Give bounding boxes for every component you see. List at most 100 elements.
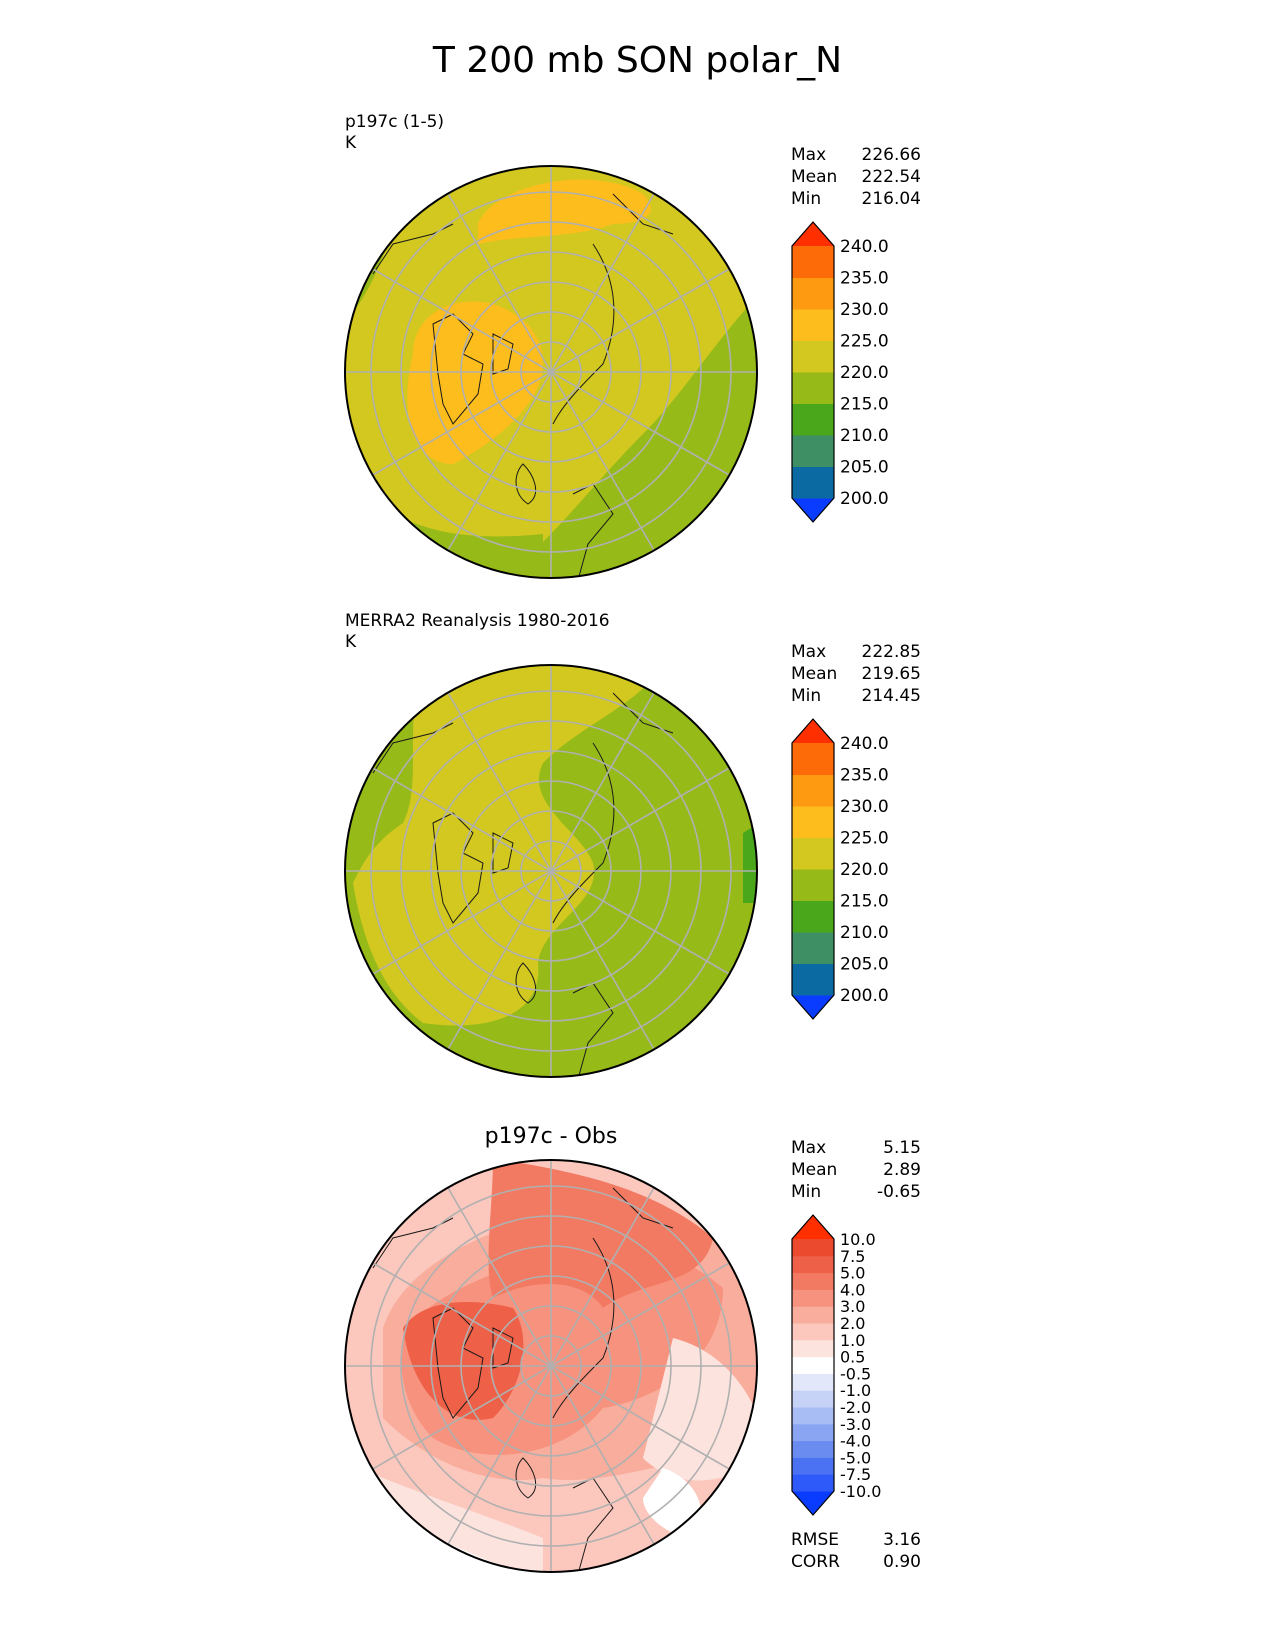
colorbar-bin: [792, 1423, 834, 1442]
colorbar-tick-label: 5.0: [840, 1264, 865, 1283]
colorbar-bin: [792, 277, 834, 310]
panel1-label: p197c (1-5) K: [345, 112, 444, 154]
colorbar-bin: [792, 1339, 834, 1358]
colorbar-tick-label: 235.0: [840, 269, 889, 289]
colorbar-extend-low: [792, 995, 834, 1019]
colorbar-extend-low: [792, 1491, 834, 1515]
colorbar-bin: [792, 435, 834, 467]
metric-label: RMSE: [791, 1530, 840, 1550]
panel2-stat-max: Max 222.85: [791, 641, 921, 663]
panel3-metric-rmse: RMSE 3.16: [791, 1529, 921, 1551]
colorbar-bin: [792, 466, 834, 499]
colorbar-bin: [792, 309, 834, 341]
panel1-polar-map: [344, 165, 758, 579]
colorbar-bin: [792, 963, 834, 996]
stat-label: Min: [791, 686, 822, 706]
colorbar-tick-label: -4.0: [840, 1432, 871, 1451]
colorbar-bin: [792, 1255, 834, 1274]
colorbar-bin: [792, 1373, 834, 1391]
colorbar-tick-label: 235.0: [840, 766, 889, 786]
stat-value: 222.85: [861, 642, 921, 662]
colorbar-tick-label: 230.0: [840, 300, 889, 320]
stat-label: Min: [791, 189, 822, 209]
colorbar-tick-label: 3.0: [840, 1297, 865, 1316]
colorbar-tick-label: -1.0: [840, 1381, 871, 1400]
colorbar-bin: [792, 340, 834, 373]
stat-value: 226.66: [861, 145, 921, 165]
panel2-polar-map: [344, 664, 758, 1078]
colorbar-bin: [792, 1356, 834, 1374]
panel2-colorbar: 200.0 205.0 210.0 215.0 220.0 225.0 230.0 235.0…: [791, 718, 889, 1020]
colorbar-bin: [792, 1457, 834, 1475]
colorbar-tick-label: 10.0: [840, 1230, 876, 1249]
panel3-stats: Max 5.15 Mean 2.89 Min -0.65: [791, 1137, 921, 1203]
colorbar-tick-label: 7.5: [840, 1247, 865, 1266]
stat-value: -0.65: [877, 1182, 921, 1202]
colorbar-bin: [792, 1323, 834, 1341]
colorbar-outline: [791, 221, 835, 523]
colorbar-tick-label: 210.0: [840, 923, 889, 943]
stat-value: 216.04: [861, 189, 921, 209]
colorbar-bin: [792, 932, 834, 964]
stat-value: 219.65: [861, 664, 921, 684]
colorbar-extend-high: [792, 1215, 834, 1239]
panel1-stat-min: Min 216.04: [791, 188, 921, 210]
stat-value: 2.89: [883, 1160, 921, 1180]
colorbar-bin: [792, 774, 834, 807]
panel2-label-line1: MERRA2 Reanalysis 1980-2016: [345, 611, 610, 631]
colorbar-tick-label: 240.0: [840, 734, 889, 754]
stat-value: 222.54: [861, 167, 921, 187]
colorbar-bin: [792, 372, 834, 404]
colorbar-bin: [792, 1440, 834, 1458]
figure-title: T 200 mb SON polar_N: [432, 40, 843, 81]
colorbar-outline: [791, 718, 835, 1020]
colorbar-tick-label: 0.5: [840, 1348, 865, 1367]
stat-label: Max: [791, 145, 827, 165]
colorbar-bin: [792, 403, 834, 436]
panel2-label: MERRA2 Reanalysis 1980-2016 K: [345, 611, 610, 653]
panel1-label-units: K: [345, 133, 357, 153]
panel3-field-05-1-east: [643, 1338, 757, 1481]
stat-value: 5.15: [883, 1138, 921, 1158]
colorbar-tick-label: -10.0: [840, 1482, 881, 1501]
stat-value: 214.45: [861, 686, 921, 706]
panel3-stat-min: Min -0.65: [791, 1181, 921, 1203]
panel2-label-units: K: [345, 632, 357, 652]
colorbar-extend-low: [792, 498, 834, 522]
panel3-title: p197c - Obs: [484, 1124, 618, 1149]
colorbar-tick-label: 205.0: [840, 458, 889, 478]
metric-value: 3.16: [883, 1530, 921, 1550]
panel1-graticule: [345, 166, 757, 578]
panel3-graticule: [345, 1160, 757, 1572]
colorbar-bin: [792, 1390, 834, 1408]
panel3-stat-mean: Mean 2.89: [791, 1159, 921, 1181]
colorbar-extend-high: [792, 719, 834, 743]
panel1-field-225-230-north: [478, 179, 652, 244]
panel3-map-border: [344, 1159, 758, 1573]
panel2-coastlines: [372, 692, 674, 1077]
colorbar-tick-label: 210.0: [840, 426, 889, 446]
colorbar-tick-label: 200.0: [840, 489, 889, 509]
panel1-stat-max: Max 226.66: [791, 144, 921, 166]
colorbar-tick-label: -2.0: [840, 1398, 871, 1417]
colorbar-tick-label: -7.5: [840, 1465, 871, 1484]
metric-value: 0.90: [883, 1552, 921, 1572]
colorbar-tick-label: 215.0: [840, 892, 889, 912]
panel2-map-border: [344, 664, 758, 1078]
stat-label: Mean: [791, 1160, 838, 1180]
colorbar-bin: [792, 743, 834, 775]
colorbar-bin: [792, 806, 834, 838]
colorbar-tick-label: 200.0: [840, 986, 889, 1006]
colorbar-tick-label: -3.0: [840, 1415, 871, 1434]
colorbar-bin: [792, 837, 834, 870]
panel1-label-line1: p197c (1-5): [345, 112, 445, 132]
colorbar-tick-label: 230.0: [840, 797, 889, 817]
panel3-polar-map: [344, 1159, 758, 1573]
colorbar-bin: [792, 1272, 834, 1290]
stat-label: Mean: [791, 664, 838, 684]
colorbar-tick-label: 220.0: [840, 363, 889, 383]
colorbar-tick-label: 220.0: [840, 860, 889, 880]
colorbar-tick-label: 225.0: [840, 829, 889, 849]
colorbar-bin: [792, 869, 834, 901]
colorbar-tick-label: -0.5: [840, 1364, 871, 1383]
